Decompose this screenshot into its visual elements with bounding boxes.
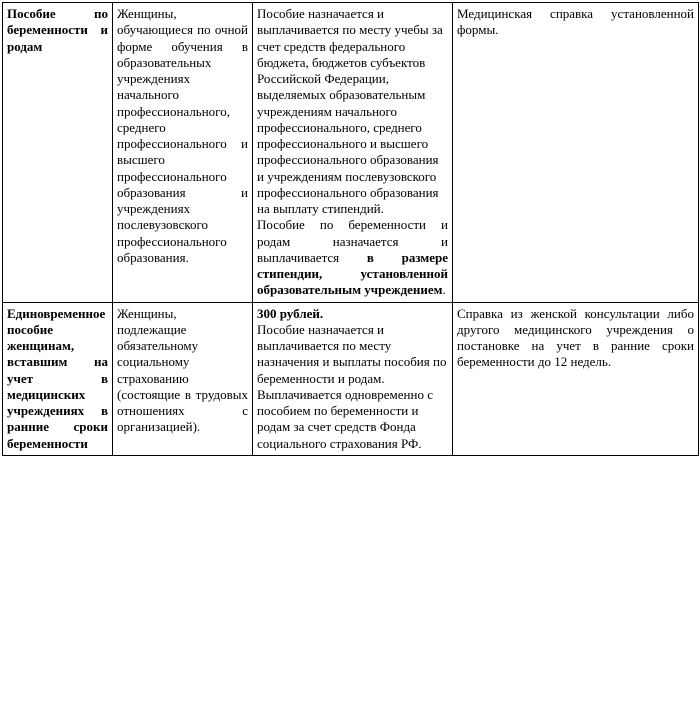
cell-recipients: Женщины, обучающиеся по очной форме обуч…	[113, 3, 253, 303]
cell-benefit-name: Пособие по беременности и родам	[3, 3, 113, 303]
cell-amount: Пособие назначается и выплачивается по м…	[253, 3, 453, 303]
table-row: Единовременное пособие женщинам, вставши…	[3, 302, 699, 455]
amount-p1: Пособие назначается и выплачивается по м…	[257, 322, 446, 386]
cell-amount: 300 рублей. Пособие назначается и выплач…	[253, 302, 453, 455]
amount-text-1: Пособие назначается и выплачивается по м…	[257, 6, 443, 216]
documents-text: Справка из женской консультации либо дру…	[457, 306, 694, 370]
recipients-text: Женщины, обучающиеся по очной форме обуч…	[117, 6, 248, 265]
amount-lead-bold: 300 рублей.	[257, 306, 323, 321]
documents-text: Медицинская справка установленной формы.	[457, 6, 694, 37]
table-row: Пособие по беременности и родам Женщины,…	[3, 3, 699, 303]
amount-p2: Выплачивается одновременно с пособием по…	[257, 387, 433, 451]
benefits-table: Пособие по беременности и родам Женщины,…	[2, 2, 699, 456]
cell-documents: Справка из женской консультации либо дру…	[453, 302, 699, 455]
benefit-title: Пособие по беременности и родам	[7, 6, 108, 54]
benefit-title: Единовременное пособие женщинам, вставши…	[7, 306, 108, 451]
cell-recipients: Женщины, подлежащие обязательному социал…	[113, 302, 253, 455]
amount-tail: .	[443, 282, 446, 297]
recipients-text: Женщины, подлежащие обязательному социал…	[117, 306, 248, 435]
cell-documents: Медицинская справка установленной формы.	[453, 3, 699, 303]
cell-benefit-name: Единовременное пособие женщинам, вставши…	[3, 302, 113, 455]
